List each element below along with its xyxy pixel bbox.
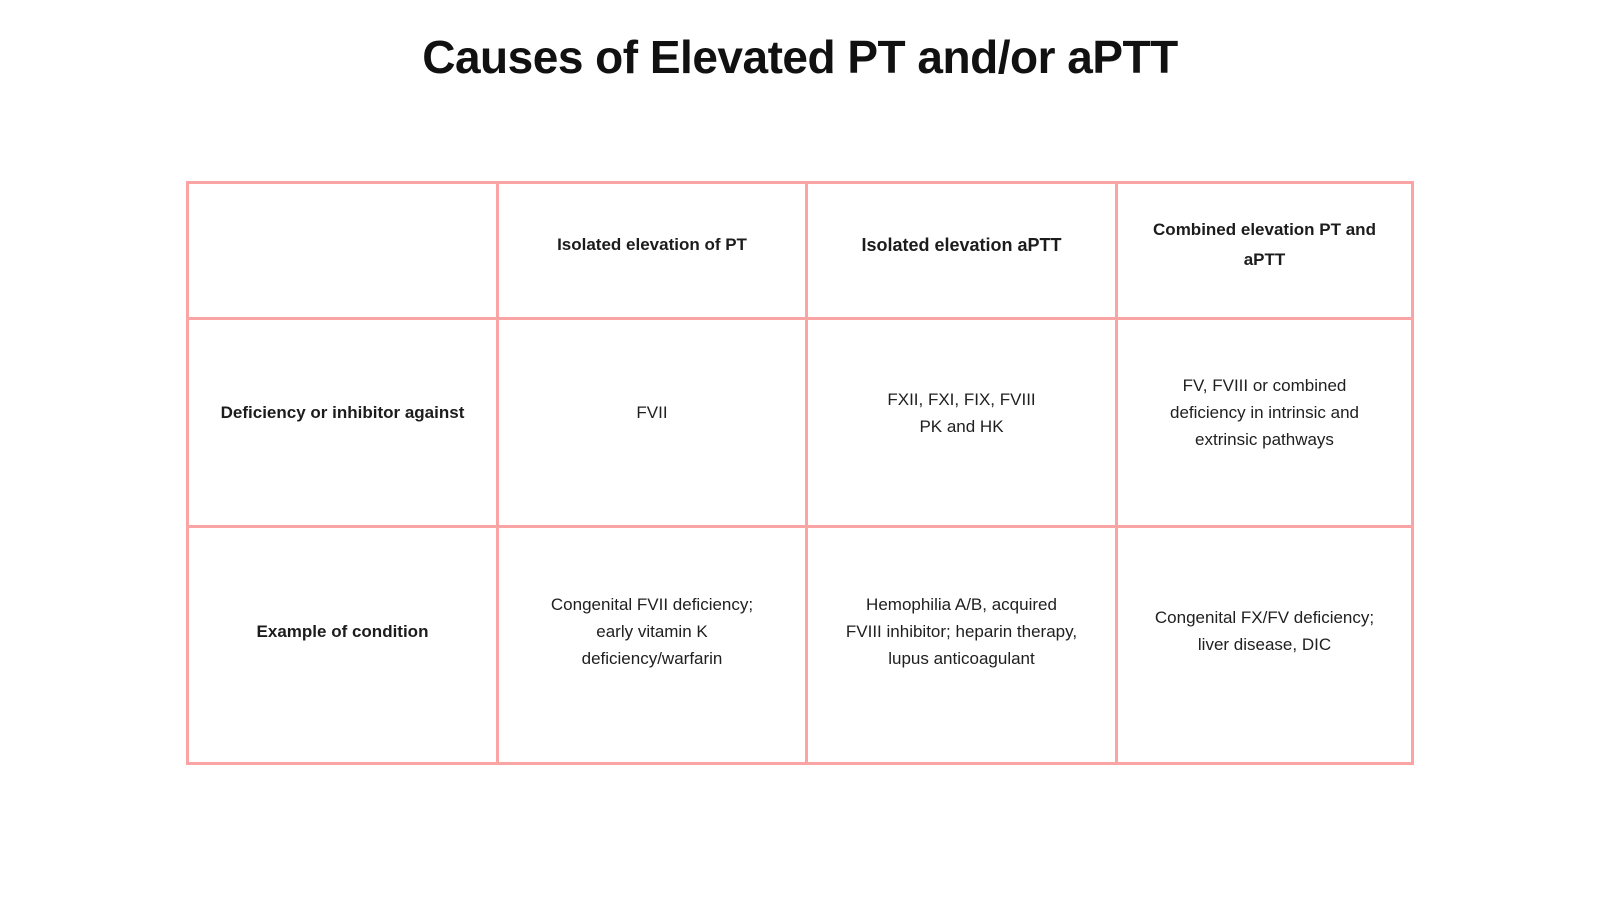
cell-example-isolated-pt: Congenital FVII deficiency; early vitami… (496, 525, 808, 765)
cell-example-isolated-aptt: Hemophilia A/B, acquired FVIII inhibitor… (805, 525, 1118, 765)
table-row-deficiency: Deficiency or inhibitor against FVII FXI… (186, 317, 1414, 528)
column-header-isolated-aptt: Isolated elevation aPTT (805, 181, 1118, 320)
column-header-isolated-pt: Isolated elevation of PT (496, 181, 808, 320)
table-row-example: Example of condition Congenital FVII def… (186, 525, 1414, 765)
column-header-combined-pt-aptt: Combined elevation PT and aPTT (1115, 181, 1414, 320)
cell-deficiency-combined: FV, FVIII or combined deficiency in intr… (1115, 317, 1414, 528)
cell-example-combined: Congenital FX/FV deficiency; liver disea… (1115, 525, 1414, 765)
pt-aptt-causes-table: Isolated elevation of PT Isolated elevat… (186, 181, 1414, 765)
corner-empty-cell (186, 181, 499, 320)
cell-deficiency-isolated-pt: FVII (496, 317, 808, 528)
page-title: Causes of Elevated PT and/or aPTT (422, 31, 1178, 83)
cell-deficiency-isolated-aptt: FXII, FXI, FIX, FVIII PK and HK (805, 317, 1118, 528)
row-label-example: Example of condition (186, 525, 499, 765)
row-label-deficiency: Deficiency or inhibitor against (186, 317, 499, 528)
table-header-row: Isolated elevation of PT Isolated elevat… (186, 181, 1414, 320)
